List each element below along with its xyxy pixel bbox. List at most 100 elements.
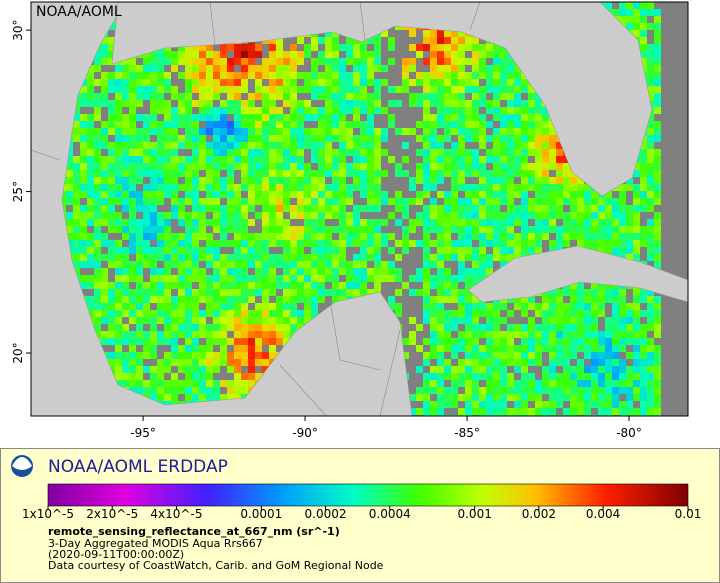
texture-cell <box>556 324 563 331</box>
texture-cell <box>591 359 598 366</box>
texture-cell <box>136 149 143 156</box>
texture-cell <box>346 282 353 289</box>
texture-cell <box>283 198 290 205</box>
texture-cell <box>633 366 640 373</box>
texture-cell <box>283 86 290 93</box>
texture-cell <box>591 289 598 296</box>
texture-cell <box>654 30 661 37</box>
texture-cell <box>605 366 612 373</box>
texture-cell <box>409 408 416 415</box>
texture-cell <box>619 359 626 366</box>
texture-cell <box>185 128 192 135</box>
texture-cell <box>101 135 108 142</box>
texture-cell <box>549 205 556 212</box>
texture-cell <box>73 121 80 128</box>
texture-cell <box>647 233 654 240</box>
texture-cell <box>234 275 241 282</box>
texture-cell <box>388 212 395 219</box>
texture-cell <box>206 198 213 205</box>
texture-cell <box>206 366 213 373</box>
texture-cell <box>213 79 220 86</box>
texture-cell <box>360 65 367 72</box>
texture-cell <box>248 191 255 198</box>
texture-cell <box>409 100 416 107</box>
texture-cell <box>192 114 199 121</box>
texture-cell <box>234 394 241 401</box>
texture-cell <box>633 310 640 317</box>
texture-cell <box>150 93 157 100</box>
texture-cell <box>493 149 500 156</box>
texture-cell <box>122 331 129 338</box>
texture-cell <box>87 149 94 156</box>
texture-cell <box>108 23 115 30</box>
texture-cell <box>234 345 241 352</box>
texture-cell <box>409 184 416 191</box>
texture-cell <box>178 93 185 100</box>
texture-cell <box>444 156 451 163</box>
texture-cell <box>115 142 122 149</box>
texture-cell <box>430 156 437 163</box>
texture-cell <box>192 345 199 352</box>
texture-cell <box>241 380 248 387</box>
texture-cell <box>311 289 318 296</box>
texture-cell <box>248 282 255 289</box>
texture-cell <box>262 254 269 261</box>
texture-cell <box>171 65 178 72</box>
texture-cell <box>535 247 542 254</box>
texture-cell <box>374 93 381 100</box>
texture-cell <box>206 233 213 240</box>
texture-cell <box>220 303 227 310</box>
texture-cell <box>500 303 507 310</box>
texture-cell <box>164 142 171 149</box>
texture-cell <box>395 205 402 212</box>
texture-cell <box>283 303 290 310</box>
texture-cell <box>94 79 101 86</box>
texture-cell <box>633 240 640 247</box>
texture-cell <box>542 331 549 338</box>
texture-cell <box>647 79 654 86</box>
texture-cell <box>164 317 171 324</box>
texture-cell <box>220 177 227 184</box>
texture-cell <box>556 142 563 149</box>
texture-cell <box>339 163 346 170</box>
texture-cell <box>101 240 108 247</box>
texture-cell <box>311 177 318 184</box>
texture-cell <box>304 275 311 282</box>
texture-cell <box>605 289 612 296</box>
texture-cell <box>535 198 542 205</box>
texture-cell <box>129 149 136 156</box>
texture-cell <box>318 58 325 65</box>
texture-cell <box>346 121 353 128</box>
texture-cell <box>500 51 507 58</box>
texture-cell <box>360 254 367 261</box>
texture-cell <box>157 359 164 366</box>
texture-cell <box>115 128 122 135</box>
texture-cell <box>507 198 514 205</box>
texture-cell <box>507 373 514 380</box>
texture-cell <box>556 352 563 359</box>
texture-cell <box>178 387 185 394</box>
texture-cell <box>535 114 542 121</box>
texture-cell <box>654 387 661 394</box>
texture-cell <box>367 128 374 135</box>
texture-cell <box>507 100 514 107</box>
colorbar-tick-label: 0.002 <box>522 507 556 521</box>
texture-cell <box>318 240 325 247</box>
texture-cell <box>192 128 199 135</box>
texture-cell <box>654 226 661 233</box>
texture-cell <box>101 156 108 163</box>
texture-cell <box>290 296 297 303</box>
texture-cell <box>276 135 283 142</box>
texture-cell <box>612 352 619 359</box>
texture-cell <box>192 79 199 86</box>
texture-cell <box>535 149 542 156</box>
legend-line: (2020-09-11T00:00:00Z) <box>48 548 184 561</box>
texture-cell <box>178 310 185 317</box>
texture-cell <box>577 226 584 233</box>
texture-cell <box>556 331 563 338</box>
texture-cell <box>444 149 451 156</box>
texture-cell <box>647 226 654 233</box>
texture-cell <box>108 205 115 212</box>
texture-cell <box>514 366 521 373</box>
texture-cell <box>549 338 556 345</box>
